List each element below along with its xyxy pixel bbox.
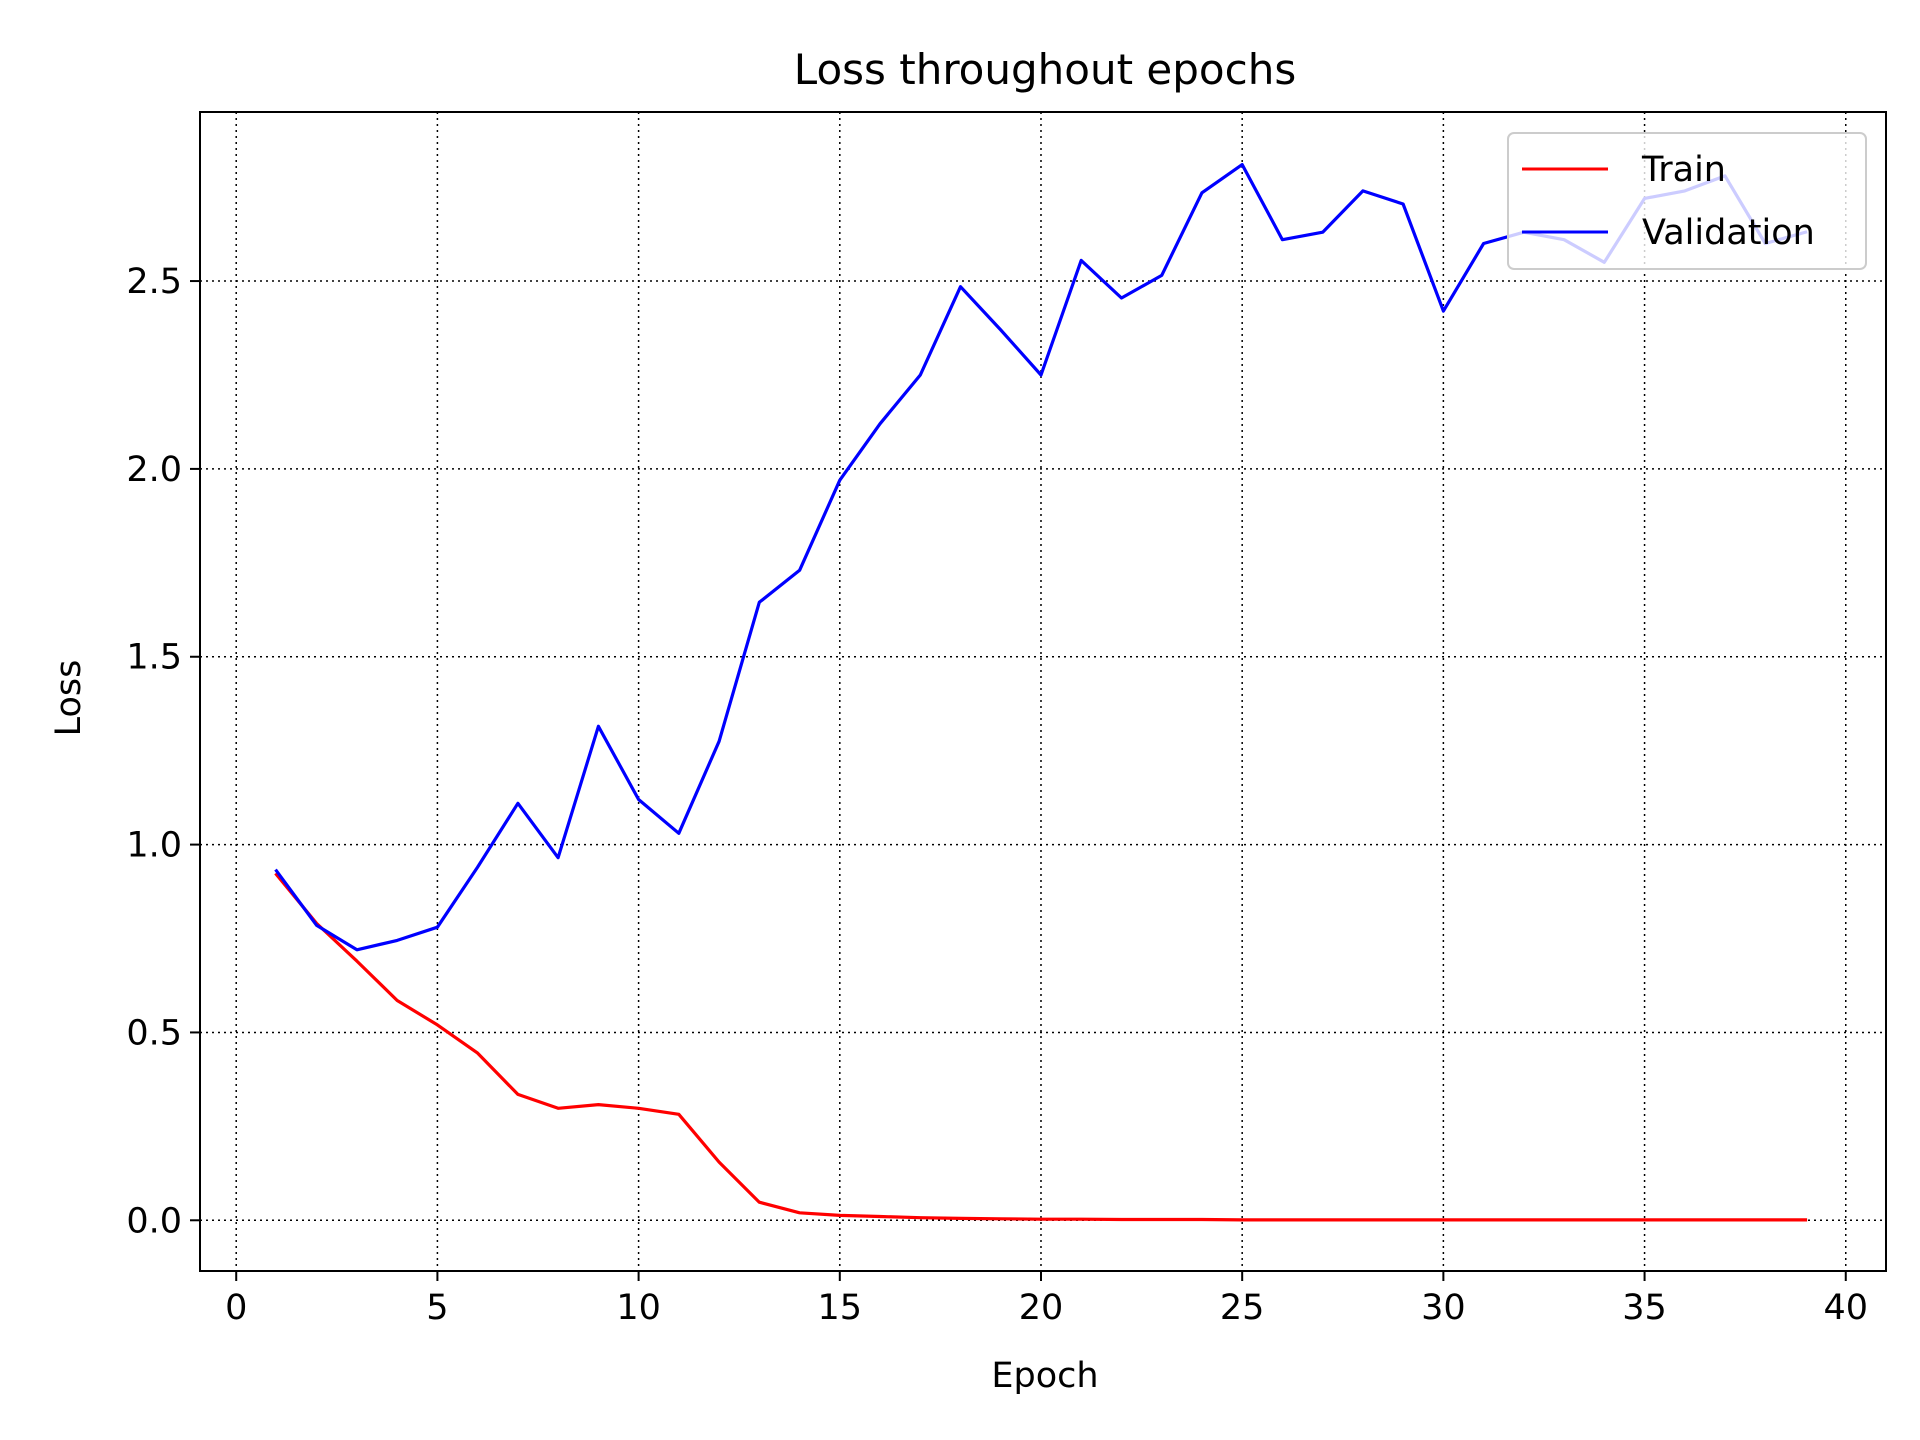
chart-title: Loss throughout epochs [794,45,1296,94]
x-tick-label: 35 [1622,1288,1667,1328]
x-tick-label: 5 [426,1288,448,1328]
y-tick-label: 2.5 [126,262,182,302]
x-tick-label: 15 [818,1288,863,1328]
legend-label-validation: Validation [1642,213,1815,253]
x-tick-label: 40 [1823,1288,1868,1328]
axis-ticks: 0 5 10 15 20 25 30 35 40 0.0 0.5 1.0 1.5 2.0 2.5 [126,262,1868,1328]
y-axis-title: Loss [49,660,89,737]
x-tick-label: 30 [1421,1288,1466,1328]
x-tick-label: 10 [616,1288,661,1328]
y-tick-label: 0.5 [126,1013,182,1053]
y-tick-label: 2.0 [126,450,182,490]
plot-frame [199,111,1887,1272]
legend-label-train: Train [1641,150,1726,190]
y-tick-label: 0.0 [126,1201,182,1241]
legend-box [1507,132,1867,270]
y-tick-label: 1.5 [126,638,182,678]
y-tick-label: 1.0 [126,826,182,866]
x-tick-label: 20 [1019,1288,1064,1328]
legend: Train Validation [1507,132,1867,270]
x-tick-label: 0 [225,1288,247,1328]
x-tick-label: 25 [1220,1288,1265,1328]
series-line-train [274,872,1808,1222]
x-axis-title: Epoch [991,1356,1098,1396]
